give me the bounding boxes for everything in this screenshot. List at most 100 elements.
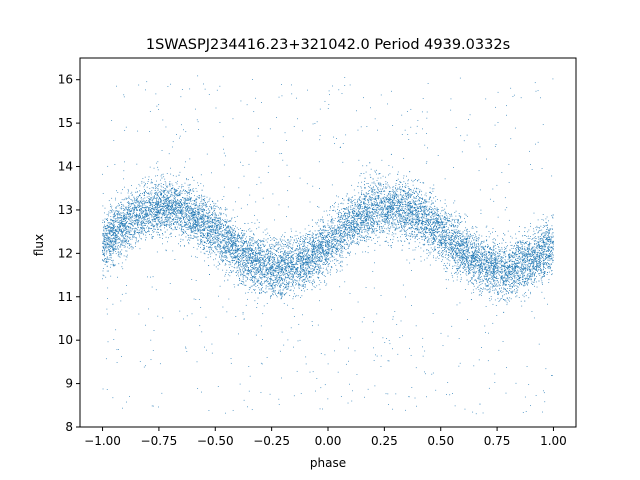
data-point (415, 235, 417, 237)
data-point (206, 218, 208, 220)
data-point (346, 223, 348, 225)
data-point (284, 279, 285, 280)
data-point (545, 218, 547, 220)
data-point (244, 248, 246, 250)
data-point (226, 227, 227, 229)
data-point (233, 229, 235, 231)
data-point (552, 247, 553, 249)
data-point (538, 264, 540, 266)
data-point (342, 236, 344, 238)
data-point (290, 243, 292, 245)
data-point (200, 205, 202, 207)
data-point (471, 252, 473, 254)
data-point (476, 281, 477, 282)
data-point (365, 203, 367, 205)
data-point (387, 226, 389, 228)
data-point (177, 212, 178, 214)
data-point (520, 253, 522, 255)
data-point (274, 275, 275, 277)
data-point (136, 209, 138, 211)
data-point (389, 200, 390, 202)
data-point (144, 218, 146, 220)
data-point (320, 241, 322, 243)
data-point (244, 233, 246, 235)
data-point (302, 260, 304, 261)
data-point (240, 250, 242, 252)
data-point (463, 250, 465, 251)
data-point (421, 206, 423, 208)
data-point (415, 215, 417, 217)
data-point (156, 175, 158, 177)
data-point (257, 259, 258, 261)
data-point (276, 278, 278, 280)
data-point (117, 212, 118, 214)
data-point (442, 235, 444, 237)
data-point (470, 247, 472, 249)
data-point (458, 231, 459, 233)
data-point (153, 196, 155, 198)
data-point (260, 277, 262, 279)
data-point (343, 214, 345, 216)
data-point (542, 235, 544, 237)
data-point (542, 283, 543, 285)
data-point (539, 244, 541, 246)
data-point (382, 201, 383, 203)
data-point (416, 235, 418, 236)
data-point (228, 238, 230, 240)
data-point (406, 207, 408, 209)
data-point (540, 254, 542, 256)
data-point (397, 221, 399, 223)
data-point (103, 228, 105, 230)
data-point (218, 235, 219, 237)
data-point (404, 224, 405, 225)
data-point (173, 207, 175, 209)
data-point (203, 249, 204, 250)
data-point (387, 201, 389, 203)
data-point (174, 228, 176, 230)
data-point (129, 243, 131, 245)
data-point (242, 273, 243, 275)
data-point (113, 230, 115, 232)
data-point (172, 203, 174, 204)
data-point (515, 296, 517, 298)
data-point (344, 225, 346, 227)
data-point (344, 240, 346, 241)
data-point (388, 218, 389, 220)
data-point (231, 252, 232, 254)
data-point (398, 210, 399, 211)
data-point (212, 213, 214, 215)
data-point (322, 252, 324, 254)
data-point (527, 244, 529, 246)
data-point (203, 185, 204, 187)
data-point (112, 250, 114, 252)
data-point (529, 247, 530, 249)
data-point (237, 251, 239, 253)
data-point (143, 213, 145, 215)
data-point (525, 295, 527, 297)
data-point (102, 234, 104, 236)
data-point (396, 207, 398, 209)
data-point (506, 262, 508, 264)
data-point (147, 223, 149, 224)
data-point (463, 251, 465, 253)
data-point (104, 245, 106, 247)
data-point (272, 247, 274, 249)
data-point (248, 261, 250, 263)
data-point (407, 193, 409, 195)
data-point (409, 208, 410, 210)
data-point (176, 216, 178, 218)
data-point (318, 244, 320, 246)
data-point (454, 234, 456, 236)
data-point (435, 222, 437, 224)
data-point (449, 247, 451, 249)
data-point (372, 203, 374, 205)
data-point (552, 243, 554, 244)
data-point (171, 223, 172, 224)
data-point (551, 215, 553, 217)
data-point (336, 239, 338, 241)
data-point (341, 225, 342, 226)
data-point (169, 189, 171, 191)
data-point (424, 227, 426, 229)
data-point (415, 216, 417, 217)
data-point (203, 199, 205, 201)
